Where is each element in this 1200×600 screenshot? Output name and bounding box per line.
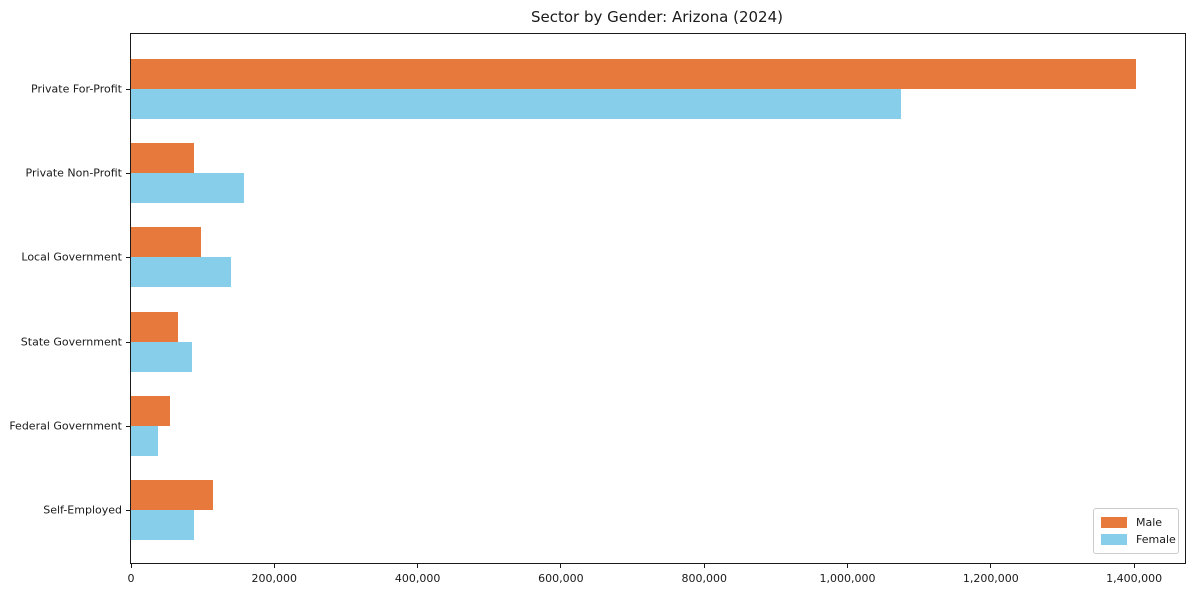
legend-swatch-female xyxy=(1101,534,1127,545)
x-tick-label: 1,400,000 xyxy=(1106,572,1163,585)
bar-female-1 xyxy=(131,173,245,204)
y-tick xyxy=(126,425,130,427)
bar-male-5 xyxy=(131,480,214,510)
bar-male-0 xyxy=(131,59,1137,89)
x-tick xyxy=(560,564,562,568)
legend-label-female: Female xyxy=(1136,533,1176,546)
y-tick xyxy=(126,510,130,511)
bar-male-1 xyxy=(131,143,195,174)
legend-swatch-male xyxy=(1101,517,1127,528)
bar-female-0 xyxy=(131,89,902,119)
plot-area: Male Female Private For-Profit Private No… xyxy=(9,33,1186,585)
y-tick-label: State Government xyxy=(20,335,122,349)
x-tick-label: 0 xyxy=(127,572,135,585)
bar-male-3 xyxy=(131,311,179,342)
x-tick-label: 1,000,000 xyxy=(819,572,876,585)
x-tick xyxy=(130,564,132,568)
chart-title: Sector by Gender: Arizona (2024) xyxy=(531,8,783,26)
x-tick xyxy=(417,564,419,568)
x-tick-label: 800,000 xyxy=(681,572,727,585)
y-tick-label: Private For-Profit xyxy=(31,82,122,96)
legend-label-male: Male xyxy=(1136,516,1163,529)
bar-female-4 xyxy=(131,425,159,456)
y-tick xyxy=(126,173,130,175)
y-tick xyxy=(126,341,130,343)
x-tick-label: 1,200,000 xyxy=(962,572,1019,585)
y-tick-label: Self-Employed xyxy=(43,503,122,517)
legend-entry-female: Female xyxy=(1101,531,1176,548)
x-tick-label: 400,000 xyxy=(394,572,441,585)
x-tick-label: 600,000 xyxy=(538,572,584,585)
x-tick xyxy=(703,564,705,568)
x-tick xyxy=(847,564,849,568)
legend: Male Female xyxy=(1093,508,1179,554)
x-tick-label: 200,000 xyxy=(251,572,298,585)
bar-male-4 xyxy=(131,395,171,426)
y-tick xyxy=(126,257,130,259)
bar-female-2 xyxy=(131,257,232,288)
bar-female-5 xyxy=(131,510,195,540)
y-tick xyxy=(126,89,130,90)
x-tick xyxy=(273,564,275,568)
legend-entry-male: Male xyxy=(1101,514,1171,531)
x-tick xyxy=(990,564,992,568)
bar-male-2 xyxy=(131,227,202,258)
x-tick xyxy=(1133,564,1135,568)
y-tick-label: Local Government xyxy=(21,250,122,264)
bar-female-3 xyxy=(131,341,192,372)
y-tick-label: Private Non-Profit xyxy=(25,166,122,180)
y-tick-label: Federal Government xyxy=(9,419,122,433)
